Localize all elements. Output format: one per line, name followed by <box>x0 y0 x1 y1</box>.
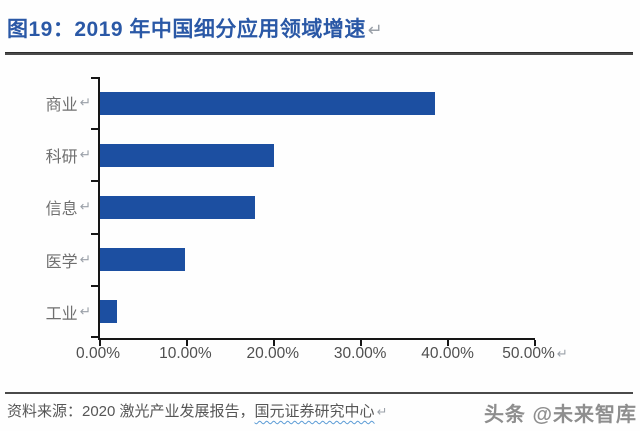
x-axis-tick <box>99 340 101 346</box>
bottom-divider <box>5 392 633 394</box>
figure-title-text: 图19：2019 年中国细分应用领域增速 <box>7 18 366 41</box>
plot-area <box>91 77 536 346</box>
category-label: 信息 ↵ <box>45 199 91 219</box>
x-axis-tick <box>360 340 362 346</box>
x-tick-label: 30.00% <box>333 345 387 362</box>
x-tick-label: 20.00% <box>246 345 300 362</box>
x-tick-label: 40.00% <box>421 345 474 362</box>
spellcheck-underlined-text: 国元证券研究中心 <box>254 403 375 420</box>
bar-信息 <box>100 196 255 219</box>
x-tick-label: 0.00% <box>76 345 120 362</box>
bar-商业 <box>100 91 435 115</box>
x-axis-tick <box>447 340 449 346</box>
paragraph-mark: ↵ <box>79 95 91 111</box>
y-axis-tick <box>91 128 100 131</box>
y-axis-labels: 商业 ↵ 科研 ↵ 信息 ↵ 医学 ↵ 工业 ↵ <box>0 77 91 338</box>
paragraph-mark: ↵ <box>79 303 91 319</box>
paragraph-mark: ↵ <box>367 20 384 40</box>
bar-工业 <box>100 300 118 324</box>
y-axis-tick <box>91 232 100 235</box>
category-label: 科研 ↵ <box>45 147 91 167</box>
x-axis-tick <box>273 340 275 346</box>
figure-title: 图19：2019 年中国细分应用领域增速 ↵ <box>7 13 383 43</box>
bar-医学 <box>100 248 186 272</box>
y-axis-tick <box>91 77 100 79</box>
paragraph-mark: ↵ <box>79 147 91 163</box>
bar-chart: 商业 ↵ 科研 ↵ 信息 ↵ 医学 ↵ 工业 ↵ 0.00% 10.00% 20.00% 30.00% 4… <box>0 77 568 365</box>
source-text: 资料来源：2020 激光产业发展报告，国元证券研究中心 ↵ <box>7 400 387 421</box>
x-axis-labels: 0.00% 10.00% 20.00% 30.00% 40.00% 50.00% ↵ <box>76 345 568 365</box>
x-tick-label: 10.00% <box>159 345 212 362</box>
paragraph-mark: ↵ <box>79 251 91 267</box>
x-axis-tick <box>534 340 536 346</box>
category-label: 商业 ↵ <box>45 95 91 115</box>
bar-科研 <box>100 143 274 167</box>
paragraph-mark: ↵ <box>556 346 568 361</box>
source-prefix: 资料来源：2020 激光产业发展报告， <box>7 403 255 420</box>
watermark: 头条 @未来智库 <box>483 404 637 426</box>
x-axis-tick <box>186 340 188 346</box>
y-axis-tick <box>91 336 100 338</box>
category-label: 医学 ↵ <box>45 251 91 271</box>
y-axis-tick <box>91 180 100 183</box>
paragraph-mark: ↵ <box>79 199 91 215</box>
y-axis-tick <box>91 284 100 287</box>
x-tick-label: 50.00% ↵ <box>502 345 568 362</box>
paragraph-mark: ↵ <box>376 404 388 419</box>
category-label: 工业 ↵ <box>45 303 91 323</box>
top-divider <box>5 52 633 55</box>
